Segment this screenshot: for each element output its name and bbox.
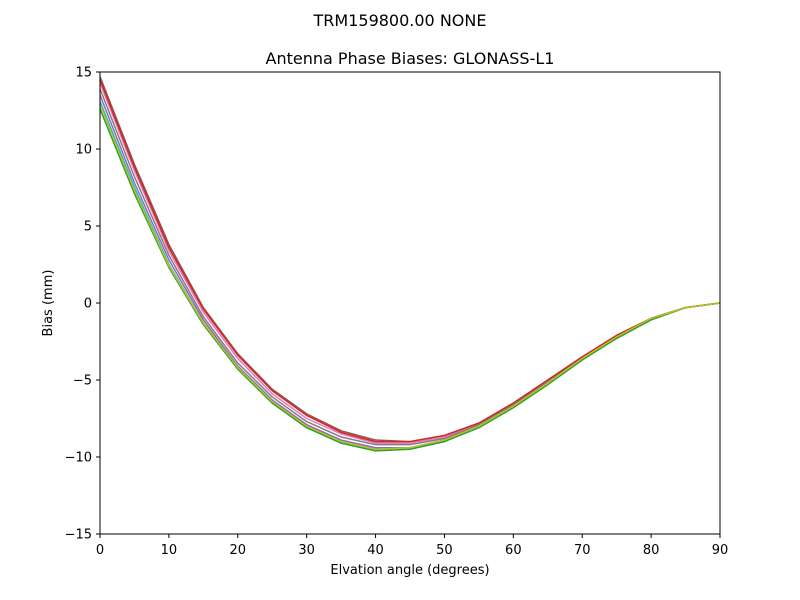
series-layer [100,76,720,452]
series-line-7 [100,108,720,452]
y-tick-label: 5 [84,220,92,235]
chart-title: Antenna Phase Biases: GLONASS-L1 [266,49,555,68]
series-line-2 [100,82,720,444]
x-tick-label: 30 [298,543,315,558]
y-tick-label: 15 [75,66,92,81]
y-tick-label: 0 [84,297,92,312]
x-tick-label: 60 [505,543,522,558]
series-line-8 [100,104,720,451]
series-line-3 [100,88,720,446]
series-line-6 [100,79,720,443]
series-line-4 [100,94,720,449]
x-tick-label: 40 [367,543,384,558]
x-tick-label: 10 [161,543,178,558]
x-tick-label: 50 [436,543,453,558]
figure-suptitle: TRM159800.00 NONE [313,11,487,30]
x-tick-label: 20 [230,543,247,558]
x-axis-label: Elvation angle (degrees) [330,563,489,578]
y-tick-label: −10 [65,451,92,466]
x-tick-label: 90 [712,543,729,558]
y-tick-label: 10 [75,143,92,158]
series-line-1 [100,76,720,443]
y-axis-ticks: −15 −10 −5 0 5 10 15 [65,66,100,543]
x-tick-label: 70 [574,543,591,558]
y-tick-label: −15 [65,528,92,543]
series-line-5 [100,100,720,451]
x-tick-label: 80 [643,543,660,558]
x-tick-label: 0 [96,543,104,558]
x-axis-ticks: 0 10 20 30 40 50 60 70 80 90 [96,534,728,558]
y-axis-label: Bias (mm) [41,270,56,337]
y-tick-label: −5 [73,374,92,389]
